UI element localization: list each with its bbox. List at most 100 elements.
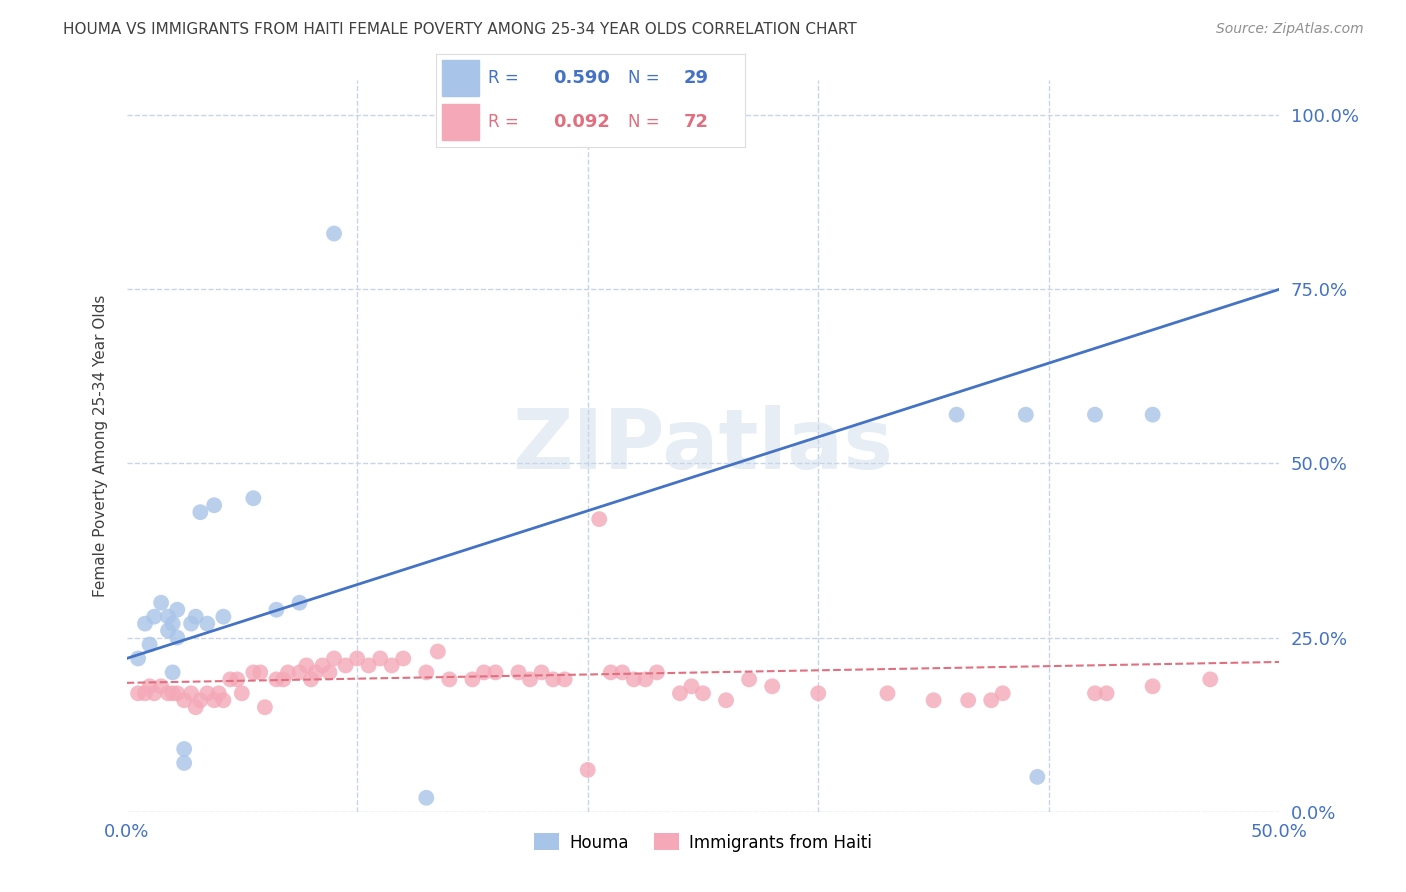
Y-axis label: Female Poverty Among 25-34 Year Olds: Female Poverty Among 25-34 Year Olds xyxy=(93,295,108,597)
Point xyxy=(576,763,599,777)
Point xyxy=(1084,408,1107,422)
Point xyxy=(876,686,898,700)
Point xyxy=(127,686,149,700)
Point xyxy=(166,603,188,617)
Point xyxy=(346,651,368,665)
Point xyxy=(143,686,166,700)
Point xyxy=(508,665,530,680)
Point xyxy=(1199,673,1222,687)
Point xyxy=(212,693,235,707)
Point xyxy=(184,609,207,624)
Point xyxy=(761,679,783,693)
Point xyxy=(173,693,195,707)
Point xyxy=(519,673,541,687)
Text: HOUMA VS IMMIGRANTS FROM HAITI FEMALE POVERTY AMONG 25-34 YEAR OLDS CORRELATION : HOUMA VS IMMIGRANTS FROM HAITI FEMALE PO… xyxy=(63,22,858,37)
Point xyxy=(599,665,621,680)
Bar xyxy=(441,60,479,95)
Point xyxy=(357,658,380,673)
Point xyxy=(530,665,553,680)
Point xyxy=(138,638,160,652)
Point xyxy=(249,665,271,680)
Point xyxy=(162,686,184,700)
Point xyxy=(127,651,149,665)
Point xyxy=(162,616,184,631)
Point xyxy=(273,673,295,687)
Text: 29: 29 xyxy=(683,69,709,87)
Point xyxy=(714,693,737,707)
Point xyxy=(226,673,249,687)
Point xyxy=(253,700,276,714)
Point xyxy=(299,673,322,687)
Point xyxy=(277,665,299,680)
Point xyxy=(304,665,326,680)
Point xyxy=(162,665,184,680)
Point xyxy=(381,658,404,673)
Point xyxy=(188,693,211,707)
Text: N =: N = xyxy=(627,69,665,87)
Point xyxy=(957,693,980,707)
Point xyxy=(323,227,346,241)
Point xyxy=(335,658,357,673)
Point xyxy=(157,609,180,624)
Point xyxy=(173,756,195,770)
Point xyxy=(612,665,634,680)
Point xyxy=(738,673,761,687)
Point xyxy=(323,651,346,665)
Bar xyxy=(441,104,479,140)
Point xyxy=(439,673,461,687)
Point xyxy=(634,673,657,687)
Point xyxy=(991,686,1014,700)
Point xyxy=(669,686,692,700)
Point xyxy=(1015,408,1038,422)
Point xyxy=(202,498,225,512)
Point xyxy=(188,505,211,519)
Point xyxy=(415,790,437,805)
Point xyxy=(461,673,484,687)
Text: 0.590: 0.590 xyxy=(554,69,610,87)
Point xyxy=(138,679,160,693)
Point xyxy=(288,665,311,680)
Point xyxy=(484,665,506,680)
Point xyxy=(645,665,668,680)
Text: ZIPatlas: ZIPatlas xyxy=(513,406,893,486)
Point xyxy=(541,673,564,687)
Point xyxy=(143,609,166,624)
Point xyxy=(166,631,188,645)
Point xyxy=(318,665,340,680)
Point xyxy=(266,673,288,687)
Text: R =: R = xyxy=(488,113,524,131)
Text: N =: N = xyxy=(627,113,665,131)
Point xyxy=(195,686,218,700)
Point xyxy=(219,673,242,687)
Point xyxy=(157,624,180,638)
Point xyxy=(980,693,1002,707)
Point xyxy=(1095,686,1118,700)
Point xyxy=(472,665,495,680)
Point xyxy=(415,665,437,680)
Point xyxy=(692,686,714,700)
Point xyxy=(195,616,218,631)
Point xyxy=(623,673,645,687)
Text: 72: 72 xyxy=(683,113,709,131)
Point xyxy=(288,596,311,610)
Point xyxy=(208,686,231,700)
Point xyxy=(150,596,173,610)
Text: Source: ZipAtlas.com: Source: ZipAtlas.com xyxy=(1216,22,1364,37)
Text: 0.092: 0.092 xyxy=(554,113,610,131)
Point xyxy=(1142,679,1164,693)
Point xyxy=(231,686,253,700)
Point xyxy=(184,700,207,714)
Point xyxy=(212,609,235,624)
Point xyxy=(392,651,415,665)
Text: R =: R = xyxy=(488,69,524,87)
Point xyxy=(1084,686,1107,700)
Point xyxy=(681,679,703,693)
Point xyxy=(134,616,156,631)
Point xyxy=(588,512,610,526)
Point xyxy=(807,686,830,700)
Point xyxy=(157,686,180,700)
Point xyxy=(1142,408,1164,422)
Point xyxy=(173,742,195,756)
Point xyxy=(134,686,156,700)
Point xyxy=(150,679,173,693)
